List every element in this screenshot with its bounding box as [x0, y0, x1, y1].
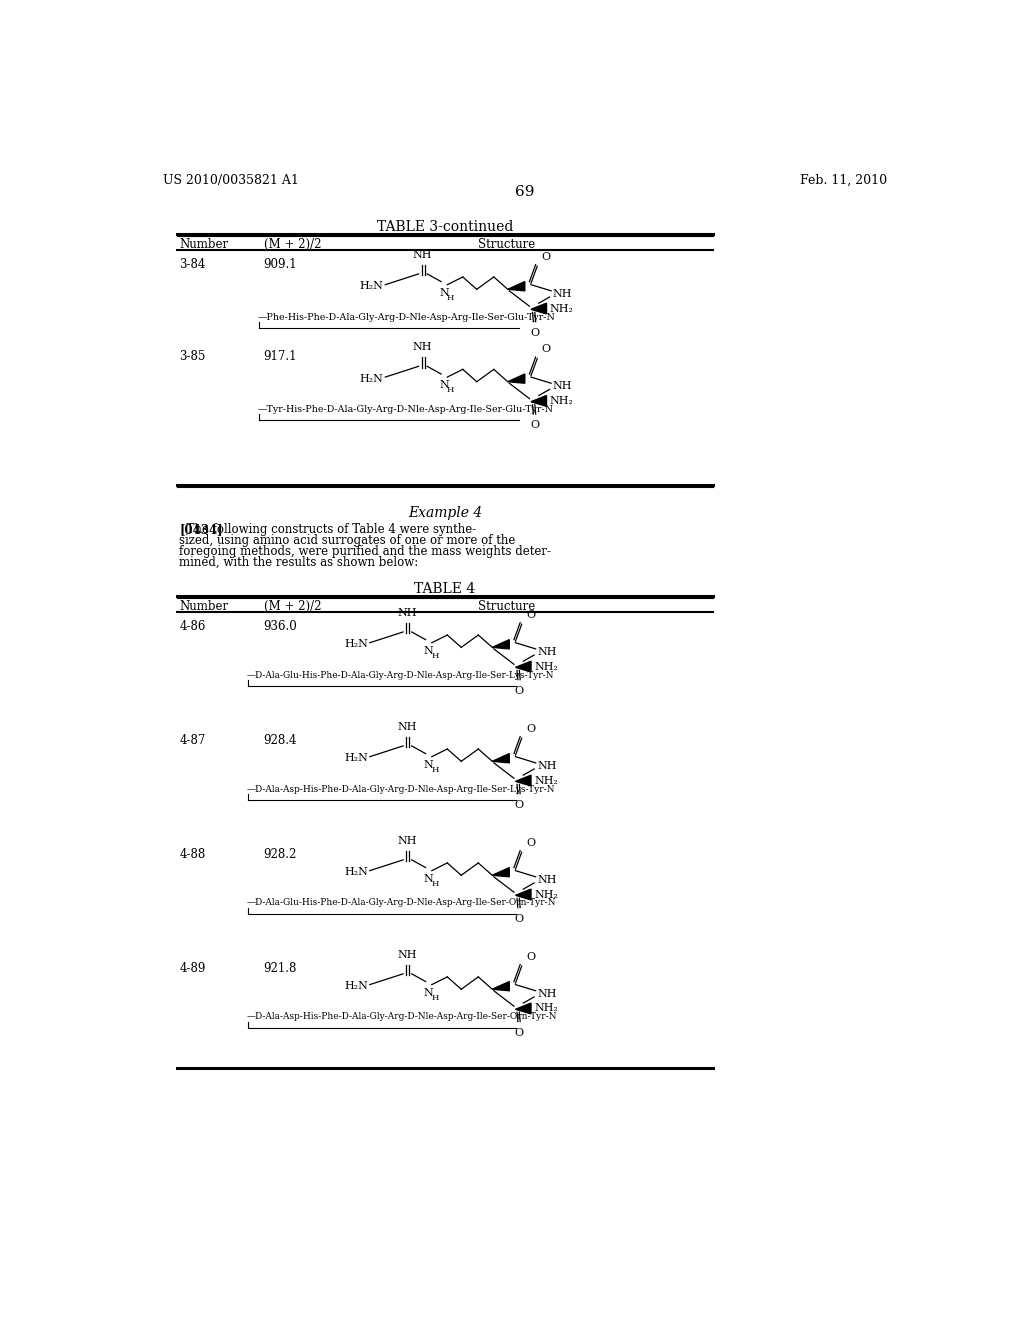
Polygon shape — [493, 754, 509, 763]
Text: foregoing methods, were purified and the mass weights deter-: foregoing methods, were purified and the… — [179, 545, 551, 558]
Text: NH: NH — [538, 760, 557, 771]
Text: —D-Ala-Asp-His-Phe-D-Ala-Gly-Arg-D-Nle-Asp-Arg-Ile-Ser-Lys-Tyr-N: —D-Ala-Asp-His-Phe-D-Ala-Gly-Arg-D-Nle-A… — [247, 784, 555, 793]
Text: N: N — [439, 288, 450, 298]
Text: H: H — [446, 294, 454, 302]
Polygon shape — [493, 640, 509, 649]
Text: Structure: Structure — [478, 238, 536, 251]
Text: H₂N: H₂N — [344, 754, 369, 763]
Polygon shape — [515, 890, 531, 900]
Text: O: O — [526, 952, 536, 961]
Text: H: H — [431, 880, 438, 888]
Text: NH: NH — [538, 875, 557, 884]
Text: H: H — [431, 994, 438, 1002]
Text: NH: NH — [413, 342, 432, 352]
Text: O: O — [515, 913, 524, 924]
Text: H: H — [446, 387, 454, 395]
Text: O: O — [530, 420, 540, 430]
Polygon shape — [508, 374, 524, 383]
Text: O: O — [515, 686, 524, 696]
Text: Feb. 11, 2010: Feb. 11, 2010 — [801, 174, 888, 187]
Text: H₂N: H₂N — [344, 981, 369, 991]
Text: O: O — [542, 252, 551, 261]
Text: O: O — [526, 610, 536, 619]
Polygon shape — [515, 661, 531, 672]
Polygon shape — [531, 396, 547, 407]
Text: N: N — [424, 645, 433, 656]
Text: 917.1: 917.1 — [263, 350, 297, 363]
Text: NH₂: NH₂ — [535, 661, 558, 672]
Text: TABLE 4: TABLE 4 — [415, 582, 475, 595]
Text: —Tyr-His-Phe-D-Ala-Gly-Arg-D-Nle-Asp-Arg-Ile-Ser-Glu-Tyr-N: —Tyr-His-Phe-D-Ala-Gly-Arg-D-Nle-Asp-Arg… — [257, 405, 553, 414]
Text: H₂N: H₂N — [359, 374, 384, 384]
Text: NH₂: NH₂ — [535, 890, 558, 899]
Text: NH₂: NH₂ — [550, 396, 573, 407]
Text: O: O — [515, 1028, 524, 1038]
Text: 4-86: 4-86 — [179, 619, 206, 632]
Text: O: O — [542, 345, 551, 354]
Text: NH: NH — [413, 249, 432, 260]
Text: Number: Number — [179, 599, 228, 612]
Text: NH₂: NH₂ — [535, 776, 558, 785]
Text: (M + 2)/2: (M + 2)/2 — [263, 599, 322, 612]
Text: 3-84: 3-84 — [179, 257, 206, 271]
Text: 4-89: 4-89 — [179, 961, 206, 974]
Text: N: N — [424, 760, 433, 770]
Text: H₂N: H₂N — [359, 281, 384, 292]
Text: H₂N: H₂N — [344, 639, 369, 649]
Text: The following constructs of Table 4 were synthe-: The following constructs of Table 4 were… — [179, 524, 476, 536]
Text: NH: NH — [553, 381, 572, 391]
Text: H: H — [431, 652, 438, 660]
Text: NH: NH — [397, 836, 417, 846]
Text: TABLE 3-continued: TABLE 3-continued — [377, 220, 513, 234]
Text: 928.4: 928.4 — [263, 734, 297, 747]
Text: H₂N: H₂N — [344, 867, 369, 878]
Text: NH: NH — [538, 989, 557, 999]
Polygon shape — [508, 281, 524, 290]
Polygon shape — [515, 775, 531, 785]
Text: O: O — [526, 723, 536, 734]
Text: Number: Number — [179, 238, 228, 251]
Text: (M + 2)/2: (M + 2)/2 — [263, 238, 322, 251]
Text: —D-Ala-Glu-His-Phe-D-Ala-Gly-Arg-D-Nle-Asp-Arg-Ile-Ser-Lys-Tyr-N: —D-Ala-Glu-His-Phe-D-Ala-Gly-Arg-D-Nle-A… — [247, 671, 554, 680]
Text: 3-85: 3-85 — [179, 350, 206, 363]
Text: 928.2: 928.2 — [263, 847, 297, 861]
Text: NH₂: NH₂ — [535, 1003, 558, 1014]
Text: 936.0: 936.0 — [263, 619, 297, 632]
Text: sized, using amino acid surrogates of one or more of the: sized, using amino acid surrogates of on… — [179, 535, 515, 548]
Polygon shape — [493, 982, 509, 991]
Text: mined, with the results as shown below:: mined, with the results as shown below: — [179, 556, 419, 569]
Text: NH: NH — [553, 289, 572, 298]
Text: NH: NH — [538, 647, 557, 657]
Text: NH: NH — [397, 722, 417, 733]
Text: O: O — [530, 327, 540, 338]
Text: 921.8: 921.8 — [263, 961, 297, 974]
Text: 69: 69 — [515, 185, 535, 199]
Text: Example 4: Example 4 — [408, 507, 482, 520]
Text: —Phe-His-Phe-D-Ala-Gly-Arg-D-Nle-Asp-Arg-Ile-Ser-Glu-Tyr-N: —Phe-His-Phe-D-Ala-Gly-Arg-D-Nle-Asp-Arg… — [257, 313, 555, 322]
Text: 4-87: 4-87 — [179, 734, 206, 747]
Polygon shape — [493, 867, 509, 876]
Text: N: N — [424, 874, 433, 883]
Text: US 2010/0035821 A1: US 2010/0035821 A1 — [163, 174, 299, 187]
Text: —D-Ala-Asp-His-Phe-D-Ala-Gly-Arg-D-Nle-Asp-Arg-Ile-Ser-Orn-Tyr-N: —D-Ala-Asp-His-Phe-D-Ala-Gly-Arg-D-Nle-A… — [247, 1012, 557, 1022]
Text: 909.1: 909.1 — [263, 257, 297, 271]
Text: [0434]: [0434] — [179, 524, 223, 536]
Text: 4-88: 4-88 — [179, 847, 206, 861]
Text: O: O — [526, 838, 536, 847]
Text: NH₂: NH₂ — [550, 304, 573, 314]
Text: O: O — [515, 800, 524, 809]
Text: N: N — [424, 987, 433, 998]
Text: H: H — [431, 766, 438, 774]
Text: NH: NH — [397, 609, 417, 618]
Polygon shape — [531, 304, 547, 314]
Text: Structure: Structure — [478, 599, 536, 612]
Text: NH: NH — [397, 950, 417, 960]
Polygon shape — [515, 1003, 531, 1014]
Text: N: N — [439, 380, 450, 391]
Text: —D-Ala-Glu-His-Phe-D-Ala-Gly-Arg-D-Nle-Asp-Arg-Ile-Ser-Orn-Tyr-N: —D-Ala-Glu-His-Phe-D-Ala-Gly-Arg-D-Nle-A… — [247, 899, 556, 907]
